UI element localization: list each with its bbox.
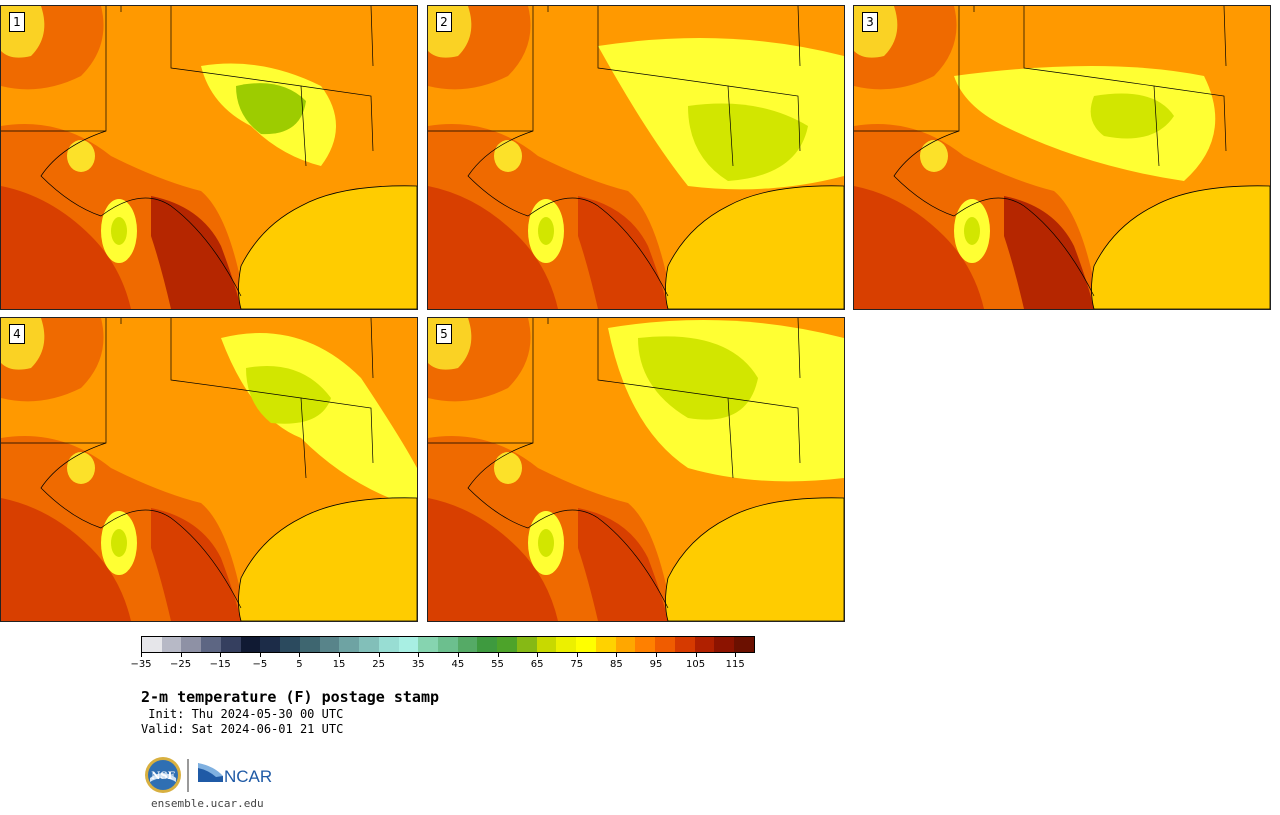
temperature-colorbar	[141, 636, 755, 653]
colorbar-ticks: −35 −25 −15 −5 5 15 25 35 45 55 65 75 85 95 105 115	[130, 653, 755, 673]
nsf-seal-icon: NSF	[145, 757, 181, 793]
stamp-number-label: 4	[9, 324, 25, 344]
colorbar-tick	[259, 653, 261, 657]
colorbar-tick	[220, 653, 222, 657]
colorbar-tick	[378, 653, 380, 657]
colorbar-swatch	[497, 637, 517, 652]
map-panel: 4	[0, 317, 418, 622]
colorbar-tick-label: −15	[209, 659, 231, 670]
colorbar-swatch	[201, 637, 221, 652]
nsf-logo-text: NSF	[151, 771, 174, 782]
colorbar-tick	[299, 653, 301, 657]
temperature-map	[428, 6, 844, 309]
colorbar-tick-label: −35	[130, 659, 152, 670]
map-panel: 3	[853, 5, 1271, 310]
init-time: Init: Thu 2024-05-30 00 UTC	[141, 707, 344, 721]
colorbar-swatch	[615, 637, 636, 652]
plot-title: 2-m temperature (F) postage stamp	[141, 688, 440, 706]
colorbar-tick	[616, 653, 618, 657]
colorbar-tick-label: −25	[170, 659, 192, 670]
colorbar-tick	[655, 653, 657, 657]
map-panel: 1	[0, 5, 418, 310]
colorbar-swatch	[161, 637, 182, 652]
colorbar-tick-label: 115	[725, 659, 745, 670]
colorbar-tick-label: 85	[609, 659, 623, 670]
valid-time: Valid: Sat 2024-06-01 21 UTC	[141, 722, 344, 736]
colorbar-swatch	[595, 637, 616, 652]
temperature-map	[1, 6, 417, 309]
colorbar-swatch	[556, 637, 577, 652]
map-panel: 5	[427, 317, 845, 622]
colorbar-tick-label: 55	[491, 659, 504, 670]
colorbar-tick-label: 25	[372, 659, 386, 670]
colorbar-swatch	[635, 637, 656, 652]
colorbar-swatch	[477, 637, 498, 652]
colorbar-swatch	[576, 637, 596, 652]
colorbar-swatch	[339, 637, 360, 652]
colorbar-tick-label: 35	[411, 659, 425, 670]
colorbar-tick-label: 75	[570, 659, 584, 670]
colorbar-tick	[497, 653, 499, 657]
colorbar-swatch	[516, 637, 537, 652]
ncar-icon: NCAR	[198, 763, 272, 786]
temperature-map	[1, 318, 417, 621]
colorbar-tick-label: 45	[451, 659, 465, 670]
colorbar-swatch	[181, 637, 202, 652]
colorbar-tick	[695, 653, 697, 657]
colorbar-swatch	[220, 637, 241, 652]
colorbar-tick-label: 105	[686, 659, 706, 670]
colorbar-swatch	[319, 637, 340, 652]
colorbar-tick-label: 15	[332, 659, 346, 670]
colorbar-tick-label: 95	[649, 659, 663, 670]
colorbar-swatch	[299, 637, 320, 652]
colorbar-swatch	[378, 637, 399, 652]
colorbar-swatch	[398, 637, 419, 652]
colorbar-swatch	[142, 637, 162, 652]
temperature-map	[854, 6, 1270, 309]
colorbar-swatch	[418, 637, 439, 652]
stamp-number-label: 3	[862, 12, 878, 32]
colorbar-swatch	[655, 637, 675, 652]
colorbar-swatch	[359, 637, 379, 652]
temperature-map	[428, 318, 844, 621]
stamp-number-label: 2	[436, 12, 452, 32]
colorbar-tick	[180, 653, 182, 657]
colorbar-swatch	[438, 637, 458, 652]
colorbar-swatch	[714, 637, 735, 652]
colorbar-swatch	[536, 637, 557, 652]
colorbar-swatch	[457, 637, 478, 652]
website-url: ensemble.ucar.edu	[151, 797, 264, 810]
nsf-ncar-logo: NSF NCAR	[145, 757, 272, 793]
colorbar-tick	[537, 653, 539, 657]
colorbar-swatch	[260, 637, 281, 652]
colorbar-tick	[735, 653, 737, 657]
map-panel: 2	[427, 5, 845, 310]
colorbar-swatch	[694, 637, 715, 652]
colorbar-tick	[457, 653, 459, 657]
colorbar-swatch	[280, 637, 300, 652]
colorbar-tick	[576, 653, 578, 657]
colorbar-swatch	[240, 637, 261, 652]
colorbar-swatch	[734, 637, 754, 652]
colorbar-tick-label: 65	[530, 659, 544, 670]
colorbar-tick	[141, 653, 142, 657]
colorbar-tick	[339, 653, 341, 657]
colorbar-swatch	[674, 637, 695, 652]
colorbar-tick-label: −5	[252, 659, 268, 670]
stamp-number-label: 5	[436, 324, 452, 344]
ncar-logo-text: NCAR	[224, 767, 272, 786]
colorbar-tick	[418, 653, 420, 657]
colorbar-tick-label: 5	[296, 659, 303, 670]
stamp-number-label: 1	[9, 12, 25, 32]
